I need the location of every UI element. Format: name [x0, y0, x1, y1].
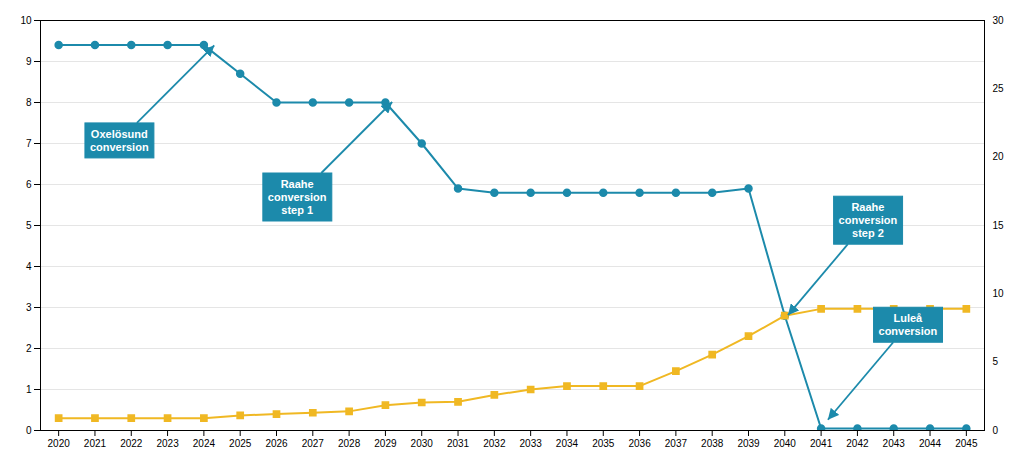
- svg-text:2043: 2043: [883, 438, 906, 449]
- svg-text:2040: 2040: [774, 438, 797, 449]
- svg-text:2045: 2045: [955, 438, 978, 449]
- svg-text:2029: 2029: [374, 438, 397, 449]
- svg-text:2025: 2025: [229, 438, 252, 449]
- svg-text:0: 0: [993, 425, 999, 436]
- svg-text:8: 8: [26, 97, 32, 108]
- svg-text:6: 6: [26, 179, 32, 190]
- svg-text:5: 5: [993, 356, 999, 367]
- svg-text:9: 9: [26, 56, 32, 67]
- svg-text:2022: 2022: [120, 438, 143, 449]
- svg-text:2031: 2031: [447, 438, 470, 449]
- svg-text:3: 3: [26, 302, 32, 313]
- svg-text:2033: 2033: [520, 438, 543, 449]
- svg-text:0: 0: [26, 425, 32, 436]
- svg-text:2: 2: [26, 343, 32, 354]
- svg-text:2041: 2041: [810, 438, 833, 449]
- svg-text:25: 25: [993, 83, 1005, 94]
- svg-text:2021: 2021: [84, 438, 107, 449]
- svg-text:20: 20: [993, 151, 1005, 162]
- svg-text:Oxelösundconversion: Oxelösundconversion: [90, 128, 149, 153]
- svg-text:2028: 2028: [338, 438, 361, 449]
- svg-text:15: 15: [993, 220, 1005, 231]
- svg-text:1: 1: [26, 384, 32, 395]
- svg-text:2030: 2030: [411, 438, 434, 449]
- svg-text:Raaheconversionstep 2: Raaheconversionstep 2: [839, 201, 898, 239]
- svg-text:10: 10: [993, 288, 1005, 299]
- svg-text:2034: 2034: [556, 438, 579, 449]
- svg-text:2035: 2035: [592, 438, 615, 449]
- svg-text:2042: 2042: [846, 438, 869, 449]
- svg-text:2032: 2032: [483, 438, 506, 449]
- svg-text:2026: 2026: [265, 438, 288, 449]
- svg-text:Luleåconversion: Luleåconversion: [879, 312, 938, 337]
- svg-text:Raaheconversionstep 1: Raaheconversionstep 1: [268, 178, 327, 216]
- svg-text:2027: 2027: [302, 438, 325, 449]
- svg-text:2037: 2037: [665, 438, 688, 449]
- svg-text:7: 7: [26, 138, 32, 149]
- svg-text:2024: 2024: [193, 438, 216, 449]
- svg-text:2038: 2038: [701, 438, 724, 449]
- svg-text:2020: 2020: [48, 438, 71, 449]
- svg-text:2039: 2039: [737, 438, 760, 449]
- svg-text:4: 4: [26, 261, 32, 272]
- svg-text:10: 10: [20, 15, 32, 26]
- svg-text:2036: 2036: [628, 438, 651, 449]
- svg-text:2044: 2044: [919, 438, 942, 449]
- svg-text:30: 30: [993, 15, 1005, 26]
- svg-text:2023: 2023: [156, 438, 179, 449]
- svg-text:5: 5: [26, 220, 32, 231]
